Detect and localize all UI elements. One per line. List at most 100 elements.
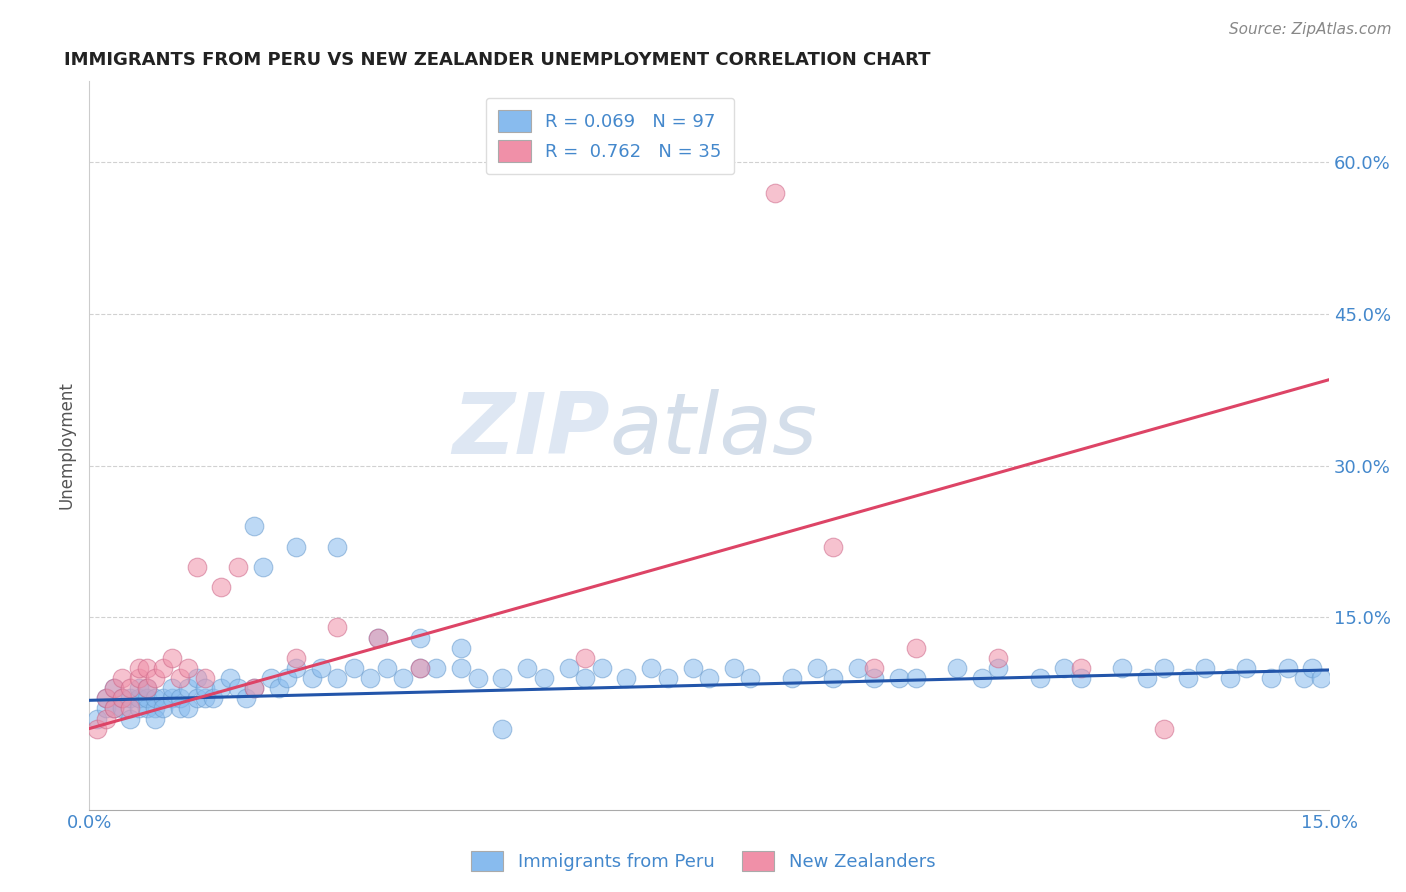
Point xyxy=(1136,671,1159,685)
Point xyxy=(136,691,159,706)
Point xyxy=(359,671,381,685)
Point xyxy=(136,681,159,695)
Legend: R = 0.069   N = 97, R =  0.762   N = 35: R = 0.069 N = 97, R = 0.762 N = 35 xyxy=(485,97,734,174)
Point xyxy=(128,671,150,685)
Point xyxy=(326,540,349,554)
Point xyxy=(120,681,142,695)
Point xyxy=(1234,661,1257,675)
Point xyxy=(450,661,472,675)
Point xyxy=(987,650,1010,665)
Point xyxy=(226,681,249,695)
Point xyxy=(821,540,844,554)
Point xyxy=(111,701,134,715)
Point xyxy=(946,661,969,675)
Point xyxy=(863,671,886,685)
Point xyxy=(574,650,596,665)
Point xyxy=(260,671,283,685)
Point xyxy=(218,671,240,685)
Point xyxy=(904,671,927,685)
Point xyxy=(409,661,432,675)
Point xyxy=(1309,671,1331,685)
Point xyxy=(1277,661,1299,675)
Point xyxy=(243,519,266,533)
Point xyxy=(657,671,679,685)
Point xyxy=(111,691,134,706)
Text: atlas: atlas xyxy=(610,390,818,473)
Point xyxy=(94,701,117,715)
Point xyxy=(136,681,159,695)
Point xyxy=(491,722,513,736)
Point xyxy=(1294,671,1316,685)
Point xyxy=(143,671,166,685)
Point xyxy=(863,661,886,675)
Point xyxy=(425,661,447,675)
Point xyxy=(103,701,125,715)
Point xyxy=(169,671,191,685)
Point xyxy=(209,580,232,594)
Point xyxy=(682,661,704,675)
Text: IMMIGRANTS FROM PERU VS NEW ZEALANDER UNEMPLOYMENT CORRELATION CHART: IMMIGRANTS FROM PERU VS NEW ZEALANDER UN… xyxy=(65,51,931,69)
Point xyxy=(846,661,869,675)
Point xyxy=(194,681,217,695)
Point xyxy=(375,661,398,675)
Text: ZIP: ZIP xyxy=(453,390,610,473)
Point xyxy=(194,691,217,706)
Point xyxy=(467,671,489,685)
Point xyxy=(111,691,134,706)
Point xyxy=(723,661,745,675)
Point xyxy=(160,691,183,706)
Point xyxy=(128,691,150,706)
Point xyxy=(780,671,803,685)
Point xyxy=(904,640,927,655)
Point xyxy=(574,671,596,685)
Point xyxy=(103,701,125,715)
Point xyxy=(177,701,200,715)
Point xyxy=(169,701,191,715)
Point xyxy=(516,661,538,675)
Point xyxy=(111,671,134,685)
Point xyxy=(143,701,166,715)
Point xyxy=(326,620,349,634)
Point xyxy=(235,691,257,706)
Point xyxy=(143,712,166,726)
Legend: Immigrants from Peru, New Zealanders: Immigrants from Peru, New Zealanders xyxy=(464,844,942,879)
Point xyxy=(806,661,828,675)
Point xyxy=(120,691,142,706)
Point xyxy=(970,671,993,685)
Point xyxy=(120,712,142,726)
Point xyxy=(169,691,191,706)
Point xyxy=(128,681,150,695)
Point xyxy=(94,691,117,706)
Point xyxy=(491,671,513,685)
Point xyxy=(697,671,720,685)
Point xyxy=(1260,671,1282,685)
Point xyxy=(177,661,200,675)
Point xyxy=(392,671,415,685)
Point xyxy=(284,650,307,665)
Point xyxy=(1301,661,1323,675)
Point xyxy=(152,661,174,675)
Point xyxy=(342,661,364,675)
Point xyxy=(209,681,232,695)
Point xyxy=(136,661,159,675)
Text: Source: ZipAtlas.com: Source: ZipAtlas.com xyxy=(1229,22,1392,37)
Point xyxy=(103,681,125,695)
Point xyxy=(409,631,432,645)
Point xyxy=(1053,661,1076,675)
Point xyxy=(1070,671,1092,685)
Point xyxy=(409,661,432,675)
Point xyxy=(309,661,332,675)
Point xyxy=(367,631,389,645)
Point xyxy=(152,691,174,706)
Y-axis label: Unemployment: Unemployment xyxy=(58,382,75,509)
Point xyxy=(987,661,1010,675)
Point xyxy=(202,691,225,706)
Point xyxy=(763,186,786,200)
Point xyxy=(276,671,298,685)
Point xyxy=(186,671,208,685)
Point xyxy=(252,559,274,574)
Point xyxy=(120,701,142,715)
Point xyxy=(1070,661,1092,675)
Point xyxy=(1028,671,1050,685)
Point xyxy=(186,559,208,574)
